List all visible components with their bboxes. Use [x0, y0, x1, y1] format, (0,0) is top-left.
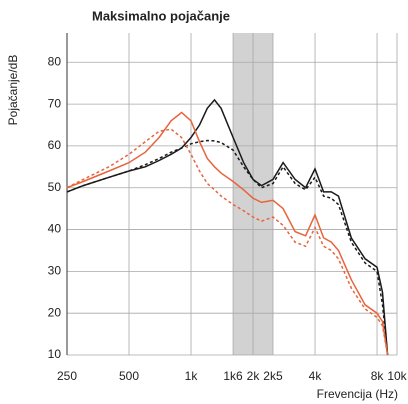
y-tick-label: 70 [48, 96, 62, 110]
chart-title: Maksimalno pojačanje [92, 8, 230, 23]
y-tick-label: 40 [48, 222, 62, 236]
series-line [66, 111, 389, 356]
x-tick-label: 1k [185, 369, 199, 383]
series-line [66, 128, 389, 356]
x-tick-label: 1k6 [223, 369, 243, 383]
x-tick-label: 250 [57, 369, 77, 383]
x-tick-label: 2k [247, 369, 261, 383]
x-tick-label: 500 [119, 369, 139, 383]
x-axis-label: Frevencija (Hz) [317, 387, 398, 401]
x-tick-label: 8k [371, 369, 385, 383]
y-tick-label: 30 [48, 264, 62, 278]
y-tick-label: 50 [48, 180, 62, 194]
series-line [66, 139, 389, 356]
y-tick-label: 20 [48, 305, 62, 319]
x-tick-label: 4k [309, 369, 323, 383]
y-tick-label: 60 [48, 138, 62, 152]
y-tick-label: 80 [48, 54, 62, 68]
x-tick-label: 2k5 [263, 369, 283, 383]
x-tick-label: 10k [387, 369, 407, 383]
series-line [66, 98, 389, 356]
y-axis-label: Pojačanje/dB [6, 55, 20, 126]
y-tick-label: 10 [48, 347, 62, 361]
